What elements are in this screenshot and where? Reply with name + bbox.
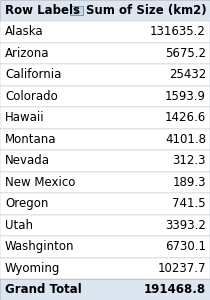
- Bar: [0, 214, 210, 236]
- Bar: [0, 107, 210, 128]
- Text: 6730.1: 6730.1: [165, 240, 206, 253]
- Bar: [0, 236, 210, 257]
- Text: Washginton: Washginton: [5, 240, 75, 253]
- Bar: [0, 64, 210, 86]
- Text: California: California: [5, 68, 61, 81]
- Text: 1426.6: 1426.6: [165, 111, 206, 124]
- Text: Arizona: Arizona: [5, 47, 50, 60]
- Text: Alaska: Alaska: [5, 25, 44, 38]
- Text: 3393.2: 3393.2: [165, 219, 206, 232]
- Text: Grand Total: Grand Total: [5, 283, 82, 296]
- Text: Montana: Montana: [5, 133, 56, 146]
- Text: 189.3: 189.3: [172, 176, 206, 189]
- Bar: [0, 257, 210, 279]
- Text: ▾: ▾: [74, 5, 79, 14]
- Text: Row Labels: Row Labels: [5, 4, 80, 17]
- Bar: [0, 21, 210, 43]
- Bar: [0, 193, 210, 214]
- Text: 25432: 25432: [169, 68, 206, 81]
- Text: 10237.7: 10237.7: [158, 262, 206, 275]
- Text: 131635.2: 131635.2: [150, 25, 206, 38]
- Text: Sum of Size (km2): Sum of Size (km2): [86, 4, 207, 17]
- Bar: [0, 128, 210, 150]
- Text: Oregon: Oregon: [5, 197, 48, 210]
- Bar: [0, 150, 210, 172]
- Text: Nevada: Nevada: [5, 154, 50, 167]
- Text: New Mexico: New Mexico: [5, 176, 75, 189]
- Text: 312.3: 312.3: [172, 154, 206, 167]
- Text: Hawaii: Hawaii: [5, 111, 45, 124]
- Text: 4101.8: 4101.8: [165, 133, 206, 146]
- Text: 5675.2: 5675.2: [165, 47, 206, 60]
- Text: Utah: Utah: [5, 219, 33, 232]
- Text: 741.5: 741.5: [172, 197, 206, 210]
- Bar: [0, 43, 210, 64]
- Bar: [0, 0, 210, 21]
- Bar: [0, 279, 210, 300]
- Text: Colorado: Colorado: [5, 90, 58, 103]
- Bar: [70, 5, 83, 14]
- Text: 191468.8: 191468.8: [144, 283, 206, 296]
- Text: 1593.9: 1593.9: [165, 90, 206, 103]
- Bar: [0, 85, 210, 107]
- Text: Wyoming: Wyoming: [5, 262, 60, 275]
- Bar: [0, 172, 210, 193]
